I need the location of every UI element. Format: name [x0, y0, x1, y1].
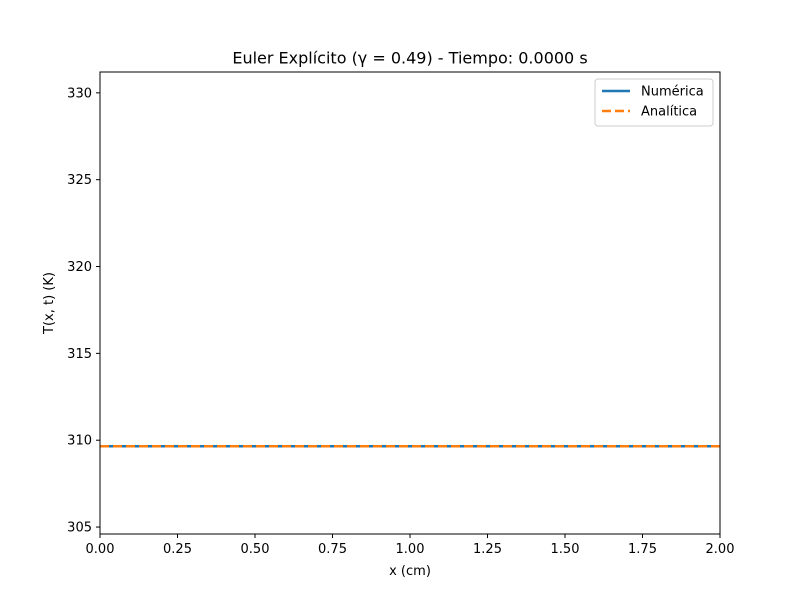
- y-axis-label: T(x, t) (K): [42, 272, 57, 335]
- x-tick-label: 1.00: [396, 542, 425, 557]
- x-tick-label: 0.50: [241, 542, 270, 557]
- x-axis-label: x (cm): [389, 564, 431, 579]
- y-tick-label: 315: [67, 347, 92, 362]
- x-tick-label: 1.75: [628, 542, 657, 557]
- y-tick-label: 330: [67, 86, 92, 101]
- x-tick-label: 0.25: [163, 542, 192, 557]
- chart-title: Euler Explícito (γ = 0.49) - Tiempo: 0.0…: [232, 49, 587, 68]
- y-tick-label: 320: [67, 260, 92, 275]
- x-tick-label: 1.50: [551, 542, 580, 557]
- x-tick-label: 0.75: [318, 542, 347, 557]
- legend-label-analitica: Analítica: [641, 105, 697, 120]
- x-tick-label: 1.25: [473, 542, 502, 557]
- x-tick-label: 0.00: [86, 542, 115, 557]
- legend: Numérica Analítica: [594, 78, 714, 127]
- axis-ticks: 0.00 0.25 0.50 0.75 1.00 1.25 1.50 1.75 2.00 305 3…: [67, 86, 734, 557]
- y-tick-label: 325: [67, 173, 92, 188]
- x-tick-label: 2.00: [706, 542, 735, 557]
- y-tick-label: 305: [67, 521, 92, 536]
- y-tick-label: 310: [67, 434, 92, 449]
- legend-label-numerica: Numérica: [641, 85, 704, 100]
